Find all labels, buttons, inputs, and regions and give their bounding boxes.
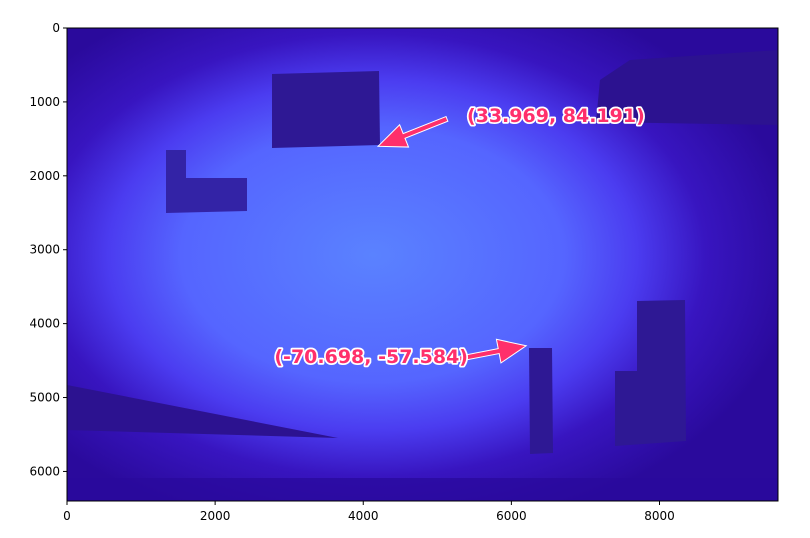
y-tick-label: 5000 (29, 391, 60, 405)
x-tick-label: 6000 (496, 509, 527, 523)
x-tick-label: 8000 (644, 509, 675, 523)
annotation-label: (-70.698, -57.584) (274, 346, 468, 368)
dark-wedge-bottom-left (67, 385, 338, 438)
y-tick-label: 0 (52, 21, 60, 35)
y-tick-label: 3000 (29, 243, 60, 257)
dark-panel-top-left (272, 71, 380, 148)
annotation-arrow (447, 338, 528, 364)
y-tick-label: 6000 (29, 464, 60, 478)
y-tick-label: 1000 (29, 95, 60, 109)
dark-strip-bottom (67, 478, 778, 501)
dark-l-shape-left (166, 150, 247, 213)
plot-frame (66, 27, 779, 502)
dark-bar-bottom-center (529, 348, 553, 454)
y-tick-label: 2000 (29, 169, 60, 183)
dark-l-shape-bottom-right (615, 300, 686, 446)
y-tick-label: 4000 (29, 317, 60, 331)
annotation-label: (33.969, 84.191) (467, 105, 645, 127)
x-axis: 0 2000 4000 6000 8000 (63, 501, 675, 523)
annotation-arrow (376, 115, 449, 148)
x-tick-label: 2000 (200, 509, 231, 523)
image-area (67, 28, 778, 501)
dark-shape-top-right (596, 50, 778, 125)
x-tick-label: 4000 (348, 509, 379, 523)
x-tick-label: 0 (63, 509, 71, 523)
y-axis: 0 1000 2000 3000 4000 5000 6000 (29, 21, 67, 478)
annotations: (33.969, 84.191) (-70.698, -57.584) (273, 103, 647, 369)
